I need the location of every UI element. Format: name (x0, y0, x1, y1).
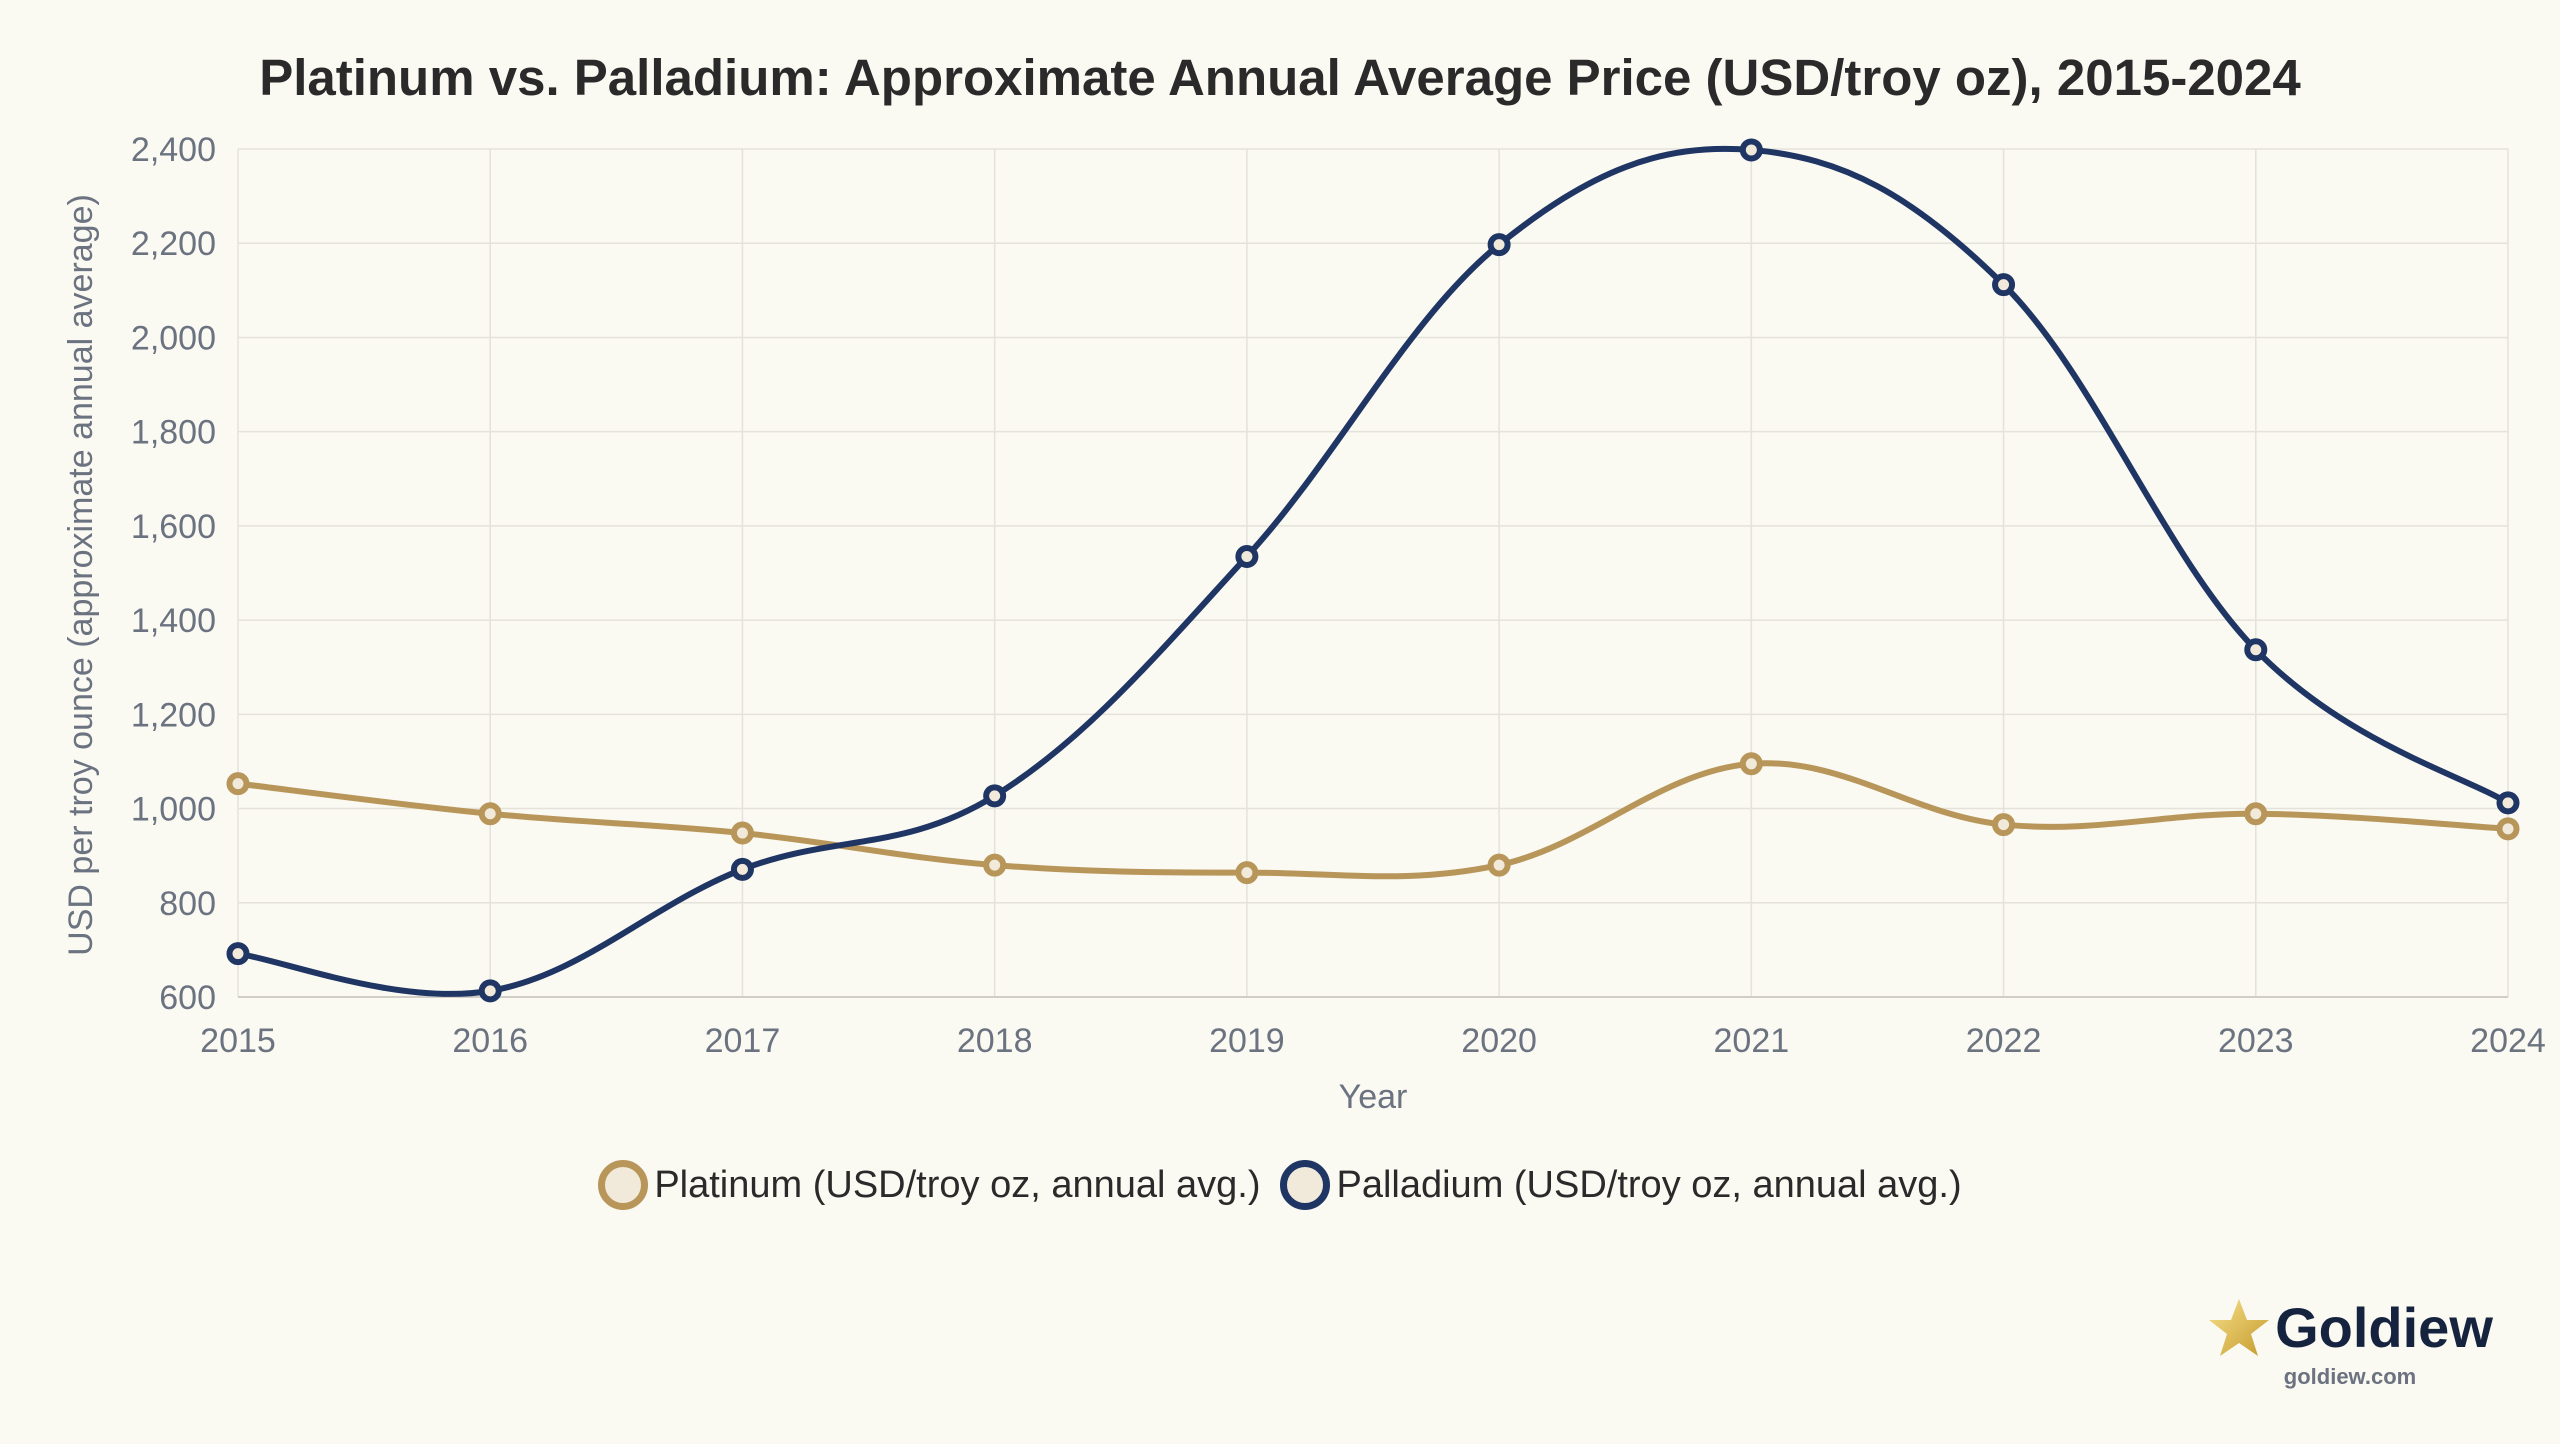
x-axis-title: Year (1339, 1078, 1408, 1116)
brand-url: goldiew.com (2283, 1364, 2417, 1389)
y-tick-label: 2,000 (131, 319, 216, 357)
data-point-palladium[interactable] (1992, 273, 2016, 297)
axes: 600 800 1,000 1,200 1,400 1,600 1,800 2,000 2,20… (131, 131, 2546, 1060)
data-point-platinum[interactable] (2244, 802, 2268, 826)
x-tick-label: 2022 (1966, 1022, 2042, 1060)
y-tick-label: 2,400 (131, 131, 216, 169)
legend-label-palladium: Palladium (USD/troy oz, annual avg.) (1336, 1163, 1962, 1206)
data-point-palladium[interactable] (2244, 638, 2268, 662)
x-tick-label: 2016 (452, 1022, 528, 1060)
legend-item-palladium[interactable]: Palladium (USD/troy oz, annual avg.) (1280, 1160, 1962, 1210)
data-point-platinum[interactable] (226, 772, 250, 796)
y-tick-label: 1,000 (131, 791, 216, 829)
grid (237, 148, 2509, 998)
y-tick-label: 1,400 (131, 602, 216, 640)
y-tick-label: 800 (159, 885, 216, 923)
star-icon (2209, 1298, 2270, 1356)
series-palladium (226, 138, 2520, 1003)
data-point-platinum[interactable] (983, 853, 1007, 877)
data-point-palladium[interactable] (983, 784, 1007, 808)
data-point-platinum[interactable] (2496, 817, 2520, 841)
x-tick-label: 2024 (2470, 1022, 2546, 1060)
data-point-palladium[interactable] (478, 979, 502, 1003)
y-axis-title: USD per troy ounce (approximate annual a… (62, 194, 100, 956)
data-point-platinum[interactable] (1487, 853, 1511, 877)
legend: Platinum (USD/troy oz, annual avg.) Pall… (0, 1160, 2560, 1210)
data-point-palladium[interactable] (1739, 138, 1763, 162)
data-point-palladium[interactable] (1235, 545, 1259, 569)
brand-logo: Goldiew goldiew.com (2180, 1295, 2520, 1390)
y-tick-label: 1,200 (131, 696, 216, 734)
data-point-platinum[interactable] (1739, 752, 1763, 776)
series-platinum (226, 752, 2520, 885)
series-lines (226, 138, 2520, 1003)
x-tick-label: 2019 (1209, 1022, 1285, 1060)
x-tick-label: 2017 (705, 1022, 781, 1060)
data-point-palladium[interactable] (1487, 233, 1511, 257)
legend-swatch-palladium (1280, 1160, 1331, 1210)
legend-item-platinum[interactable]: Platinum (USD/troy oz, annual avg.) (598, 1160, 1260, 1210)
series-line-palladium (235, 145, 2511, 997)
x-tick-label: 2023 (2218, 1022, 2294, 1060)
y-tick-label: 1,600 (131, 508, 216, 546)
data-point-platinum[interactable] (1235, 861, 1259, 885)
y-tick-label: 1,800 (131, 414, 216, 452)
x-tick-label: 2020 (1461, 1022, 1537, 1060)
data-point-platinum[interactable] (1992, 813, 2016, 837)
data-point-palladium[interactable] (2496, 791, 2520, 815)
y-tick-label: 2,200 (131, 225, 216, 263)
y-tick-label: 600 (159, 979, 216, 1017)
data-point-platinum[interactable] (478, 802, 502, 826)
legend-label-platinum: Platinum (USD/troy oz, annual avg.) (654, 1163, 1261, 1206)
x-tick-label: 2018 (957, 1022, 1033, 1060)
legend-swatch-platinum (598, 1160, 649, 1210)
x-tick-label: 2015 (200, 1022, 276, 1060)
chart-title: Platinum vs. Palladium: Approximate Annu… (259, 49, 2301, 106)
data-point-palladium[interactable] (730, 857, 754, 881)
brand-name: Goldiew (2275, 1296, 2493, 1359)
series-line-platinum (235, 760, 2511, 880)
data-point-platinum[interactable] (730, 821, 754, 845)
x-tick-label: 2021 (1714, 1022, 1790, 1060)
data-point-palladium[interactable] (226, 942, 250, 966)
